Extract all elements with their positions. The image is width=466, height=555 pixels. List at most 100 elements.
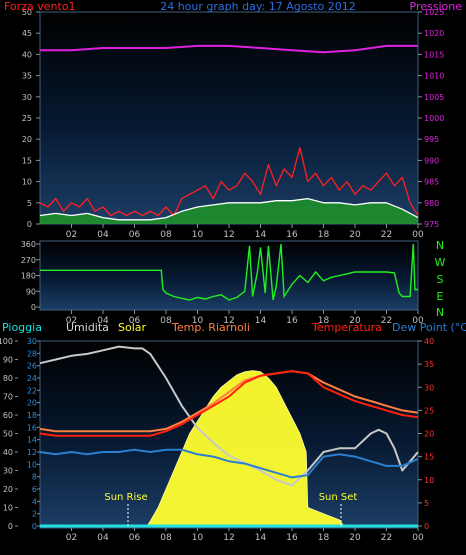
y-tick-label: 20 [424,430,434,439]
y-tick-label: 30 [424,383,434,392]
y-tick-label: 1020 [424,29,444,38]
x-tick-label: 06 [129,533,141,543]
x-tick-label: 22 [381,533,392,543]
x-tick-label: 18 [318,533,330,543]
x-tick-label: 06 [129,230,141,240]
x-tick-label: 12 [223,230,234,240]
y-tick-label: 35 [424,360,434,369]
y-tick-label: 30 [3,467,13,476]
y-tick-label: 0 [424,522,429,531]
legend-humidity: Umidita [66,321,109,334]
y-tick-label: 0 [31,303,36,312]
x-tick-label: 10 [192,316,204,326]
compass-label-s: S [437,273,444,286]
y-tick-label: 5 [424,499,429,508]
y-tick-label: 40 [3,448,13,457]
legend-solar: Solar [118,321,147,334]
x-tick-label: 00 [412,230,424,240]
y-tick-label: 70 [3,393,13,402]
y-tick-label: 980 [424,199,439,208]
direction-panel-background [39,240,419,311]
y-tick-label: 12 [27,448,37,457]
y-tick-label: 40 [424,337,434,346]
pressure-series-label: Pressione [410,0,463,13]
x-tick-label: 18 [318,230,330,240]
y-tick-label: 20 [22,135,32,144]
series-line-pressione [40,44,418,54]
x-tick-label: 08 [160,316,172,326]
x-tick-label: 00 [412,533,424,543]
compass-label-n-top: N [436,239,444,252]
y-tick-label: 18 [27,411,37,420]
y-tick-label: 60 [3,411,13,420]
compass-label-n-bottom: N [436,306,444,319]
y-tick-label: 40 [22,50,32,59]
y-tick-label: 1010 [424,72,444,81]
y-tick-label: 90 [26,287,36,296]
wind-fill-layer [40,198,418,224]
sunset-label: Sun Set [319,492,358,503]
y-tick-label: 24 [27,374,37,383]
y-tick-label: 180 [21,272,36,281]
y-tick-label: 270 [21,256,36,265]
x-tick-label: 08 [160,533,172,543]
series-line-media-vento [39,197,419,221]
wind-series-label: Forza vento1 [4,0,76,13]
x-tick-label: 16 [286,230,298,240]
compass-label-w: W [435,256,446,269]
y-tick-label: 100 [0,337,13,346]
wind-pressure-lines [39,44,419,221]
x-tick-label: 06 [129,316,141,326]
y-tick-label: 6 [32,485,37,494]
y-tick-label: 975 [424,220,439,229]
x-tick-label: 02 [66,230,77,240]
y-tick-label: 90 [3,356,13,365]
series-line-dew-point-c [39,448,419,479]
series-line-forza-vento1 [39,147,419,217]
y-tick-label: 20 [27,399,37,408]
x-tick-label: 14 [255,533,267,543]
y-tick-label: 5 [27,199,32,208]
y-tick-label: 28 [27,349,37,358]
wind-pressure-ticks: 0510152025303540455097598098599099510001… [22,8,445,240]
y-tick-label: 25 [424,406,434,415]
x-tick-label: 04 [97,533,109,543]
y-tick-label: 26 [27,362,37,371]
x-tick-label: 18 [318,316,330,326]
series-line-direzione-vento [40,243,418,301]
y-tick-label: 1005 [424,93,444,102]
y-tick-label: 1000 [424,114,444,123]
x-tick-label: 02 [66,533,77,543]
x-tick-label: 10 [192,230,204,240]
x-tick-label: 12 [223,316,234,326]
y-tick-label: 1025 [424,8,444,17]
x-tick-label: 22 [381,230,392,240]
x-tick-label: 00 [412,316,424,326]
y-tick-label: 985 [424,178,439,187]
y-tick-label: 10 [424,476,434,485]
y-tick-label: 45 [22,29,32,38]
y-tick-label: 360 [21,240,36,249]
y-tick-label: 35 [22,72,32,81]
y-tick-label: 2 [32,510,37,519]
y-tick-label: 22 [27,386,37,395]
x-tick-label: 08 [160,230,172,240]
y-tick-label: 0 [8,522,13,531]
y-tick-label: 10 [27,460,37,469]
y-tick-label: 50 [22,8,32,17]
series-line-temp-riarnoli [39,370,419,433]
x-tick-label: 16 [286,316,298,326]
x-tick-label: 20 [349,230,361,240]
y-tick-label: 20 [3,485,13,494]
y-tick-label: 10 [22,178,32,187]
x-tick-label: 14 [255,316,267,326]
x-tick-label: 20 [349,533,361,543]
y-tick-label: 15 [22,156,32,165]
sunrise-label: Sun Rise [104,492,147,503]
direction-lines [40,243,418,301]
legend-rain: Pioggia [2,321,42,334]
temperature-lines [39,345,419,528]
x-tick-label: 04 [97,316,109,326]
